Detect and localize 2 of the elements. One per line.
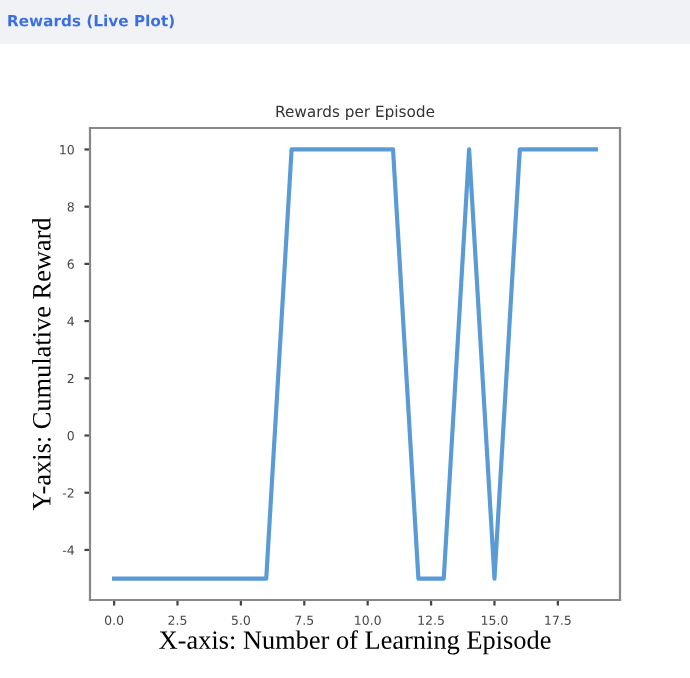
x-axis-title: X-axis: Number of Learning Episode [159,630,551,655]
y-axis-title: Y-axis: Cumulative Reward [32,217,51,511]
